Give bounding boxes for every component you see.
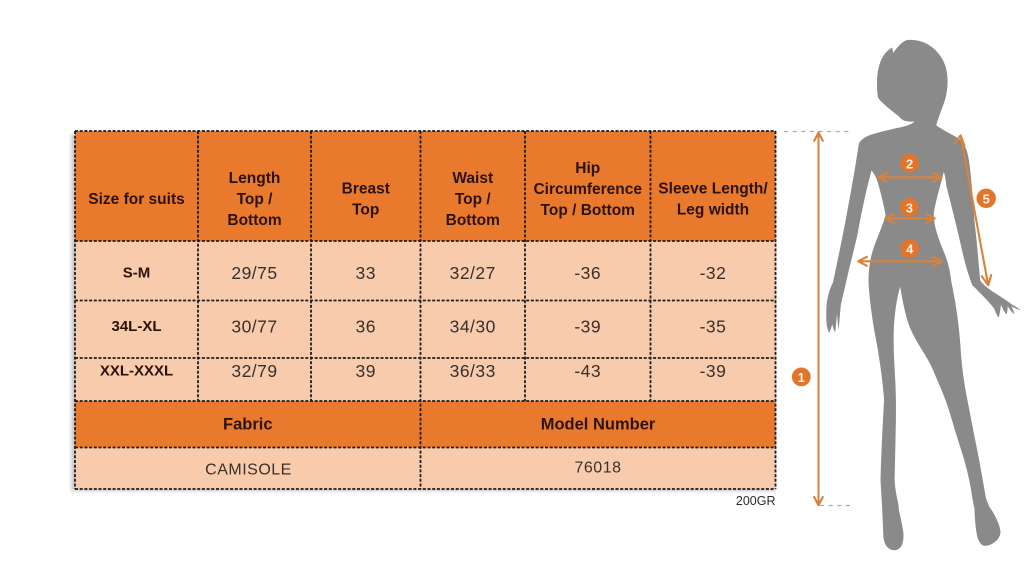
svg-text:-39: -39 <box>700 361 727 381</box>
svg-text:39: 39 <box>356 361 376 381</box>
svg-text:2: 2 <box>906 156 913 171</box>
svg-text:34/30: 34/30 <box>450 317 496 337</box>
svg-text:1: 1 <box>798 370 805 385</box>
svg-text:-39: -39 <box>574 317 601 337</box>
svg-text:34L-XL: 34L-XL <box>111 318 161 335</box>
svg-text:36/33: 36/33 <box>450 361 496 381</box>
svg-text:-32: -32 <box>700 263 727 283</box>
svg-text:Bottom: Bottom <box>227 212 281 229</box>
svg-text:4: 4 <box>906 242 914 257</box>
svg-text:Circumference: Circumference <box>533 181 642 198</box>
svg-text:Top / Bottom: Top / Bottom <box>541 202 635 219</box>
svg-text:Top /: Top / <box>237 191 274 208</box>
svg-text:33: 33 <box>356 263 376 283</box>
svg-text:-35: -35 <box>700 317 727 337</box>
svg-text:76018: 76018 <box>575 460 622 477</box>
svg-text:36: 36 <box>356 317 376 337</box>
svg-text:5: 5 <box>983 191 990 206</box>
svg-text:Bottom: Bottom <box>446 212 500 229</box>
svg-text:Model Number: Model Number <box>541 415 656 433</box>
svg-text:XXL-XXXL: XXL-XXXL <box>100 362 173 379</box>
svg-text:-36: -36 <box>574 263 601 283</box>
svg-text:29/75: 29/75 <box>231 263 277 283</box>
svg-text:32/79: 32/79 <box>231 361 277 381</box>
svg-text:Size for suits: Size for suits <box>88 191 184 208</box>
svg-text:30/77: 30/77 <box>231 317 277 337</box>
svg-text:32/27: 32/27 <box>450 263 496 283</box>
svg-text:Fabric: Fabric <box>223 415 273 433</box>
svg-text:CAMISOLE: CAMISOLE <box>205 462 292 479</box>
svg-text:Hip: Hip <box>575 160 600 177</box>
svg-text:Breast: Breast <box>342 181 390 198</box>
svg-text:Waist: Waist <box>452 170 493 187</box>
svg-text:Leg width: Leg width <box>677 202 749 219</box>
svg-text:S-M: S-M <box>123 265 151 282</box>
svg-text:Sleeve Length/: Sleeve Length/ <box>658 181 768 198</box>
svg-text:3: 3 <box>906 200 913 215</box>
svg-text:-43: -43 <box>574 361 601 381</box>
svg-text:Top /: Top / <box>455 191 492 208</box>
svg-text:Top: Top <box>352 202 379 219</box>
svg-text:Length: Length <box>229 170 281 187</box>
svg-text:200GR: 200GR <box>736 494 776 508</box>
